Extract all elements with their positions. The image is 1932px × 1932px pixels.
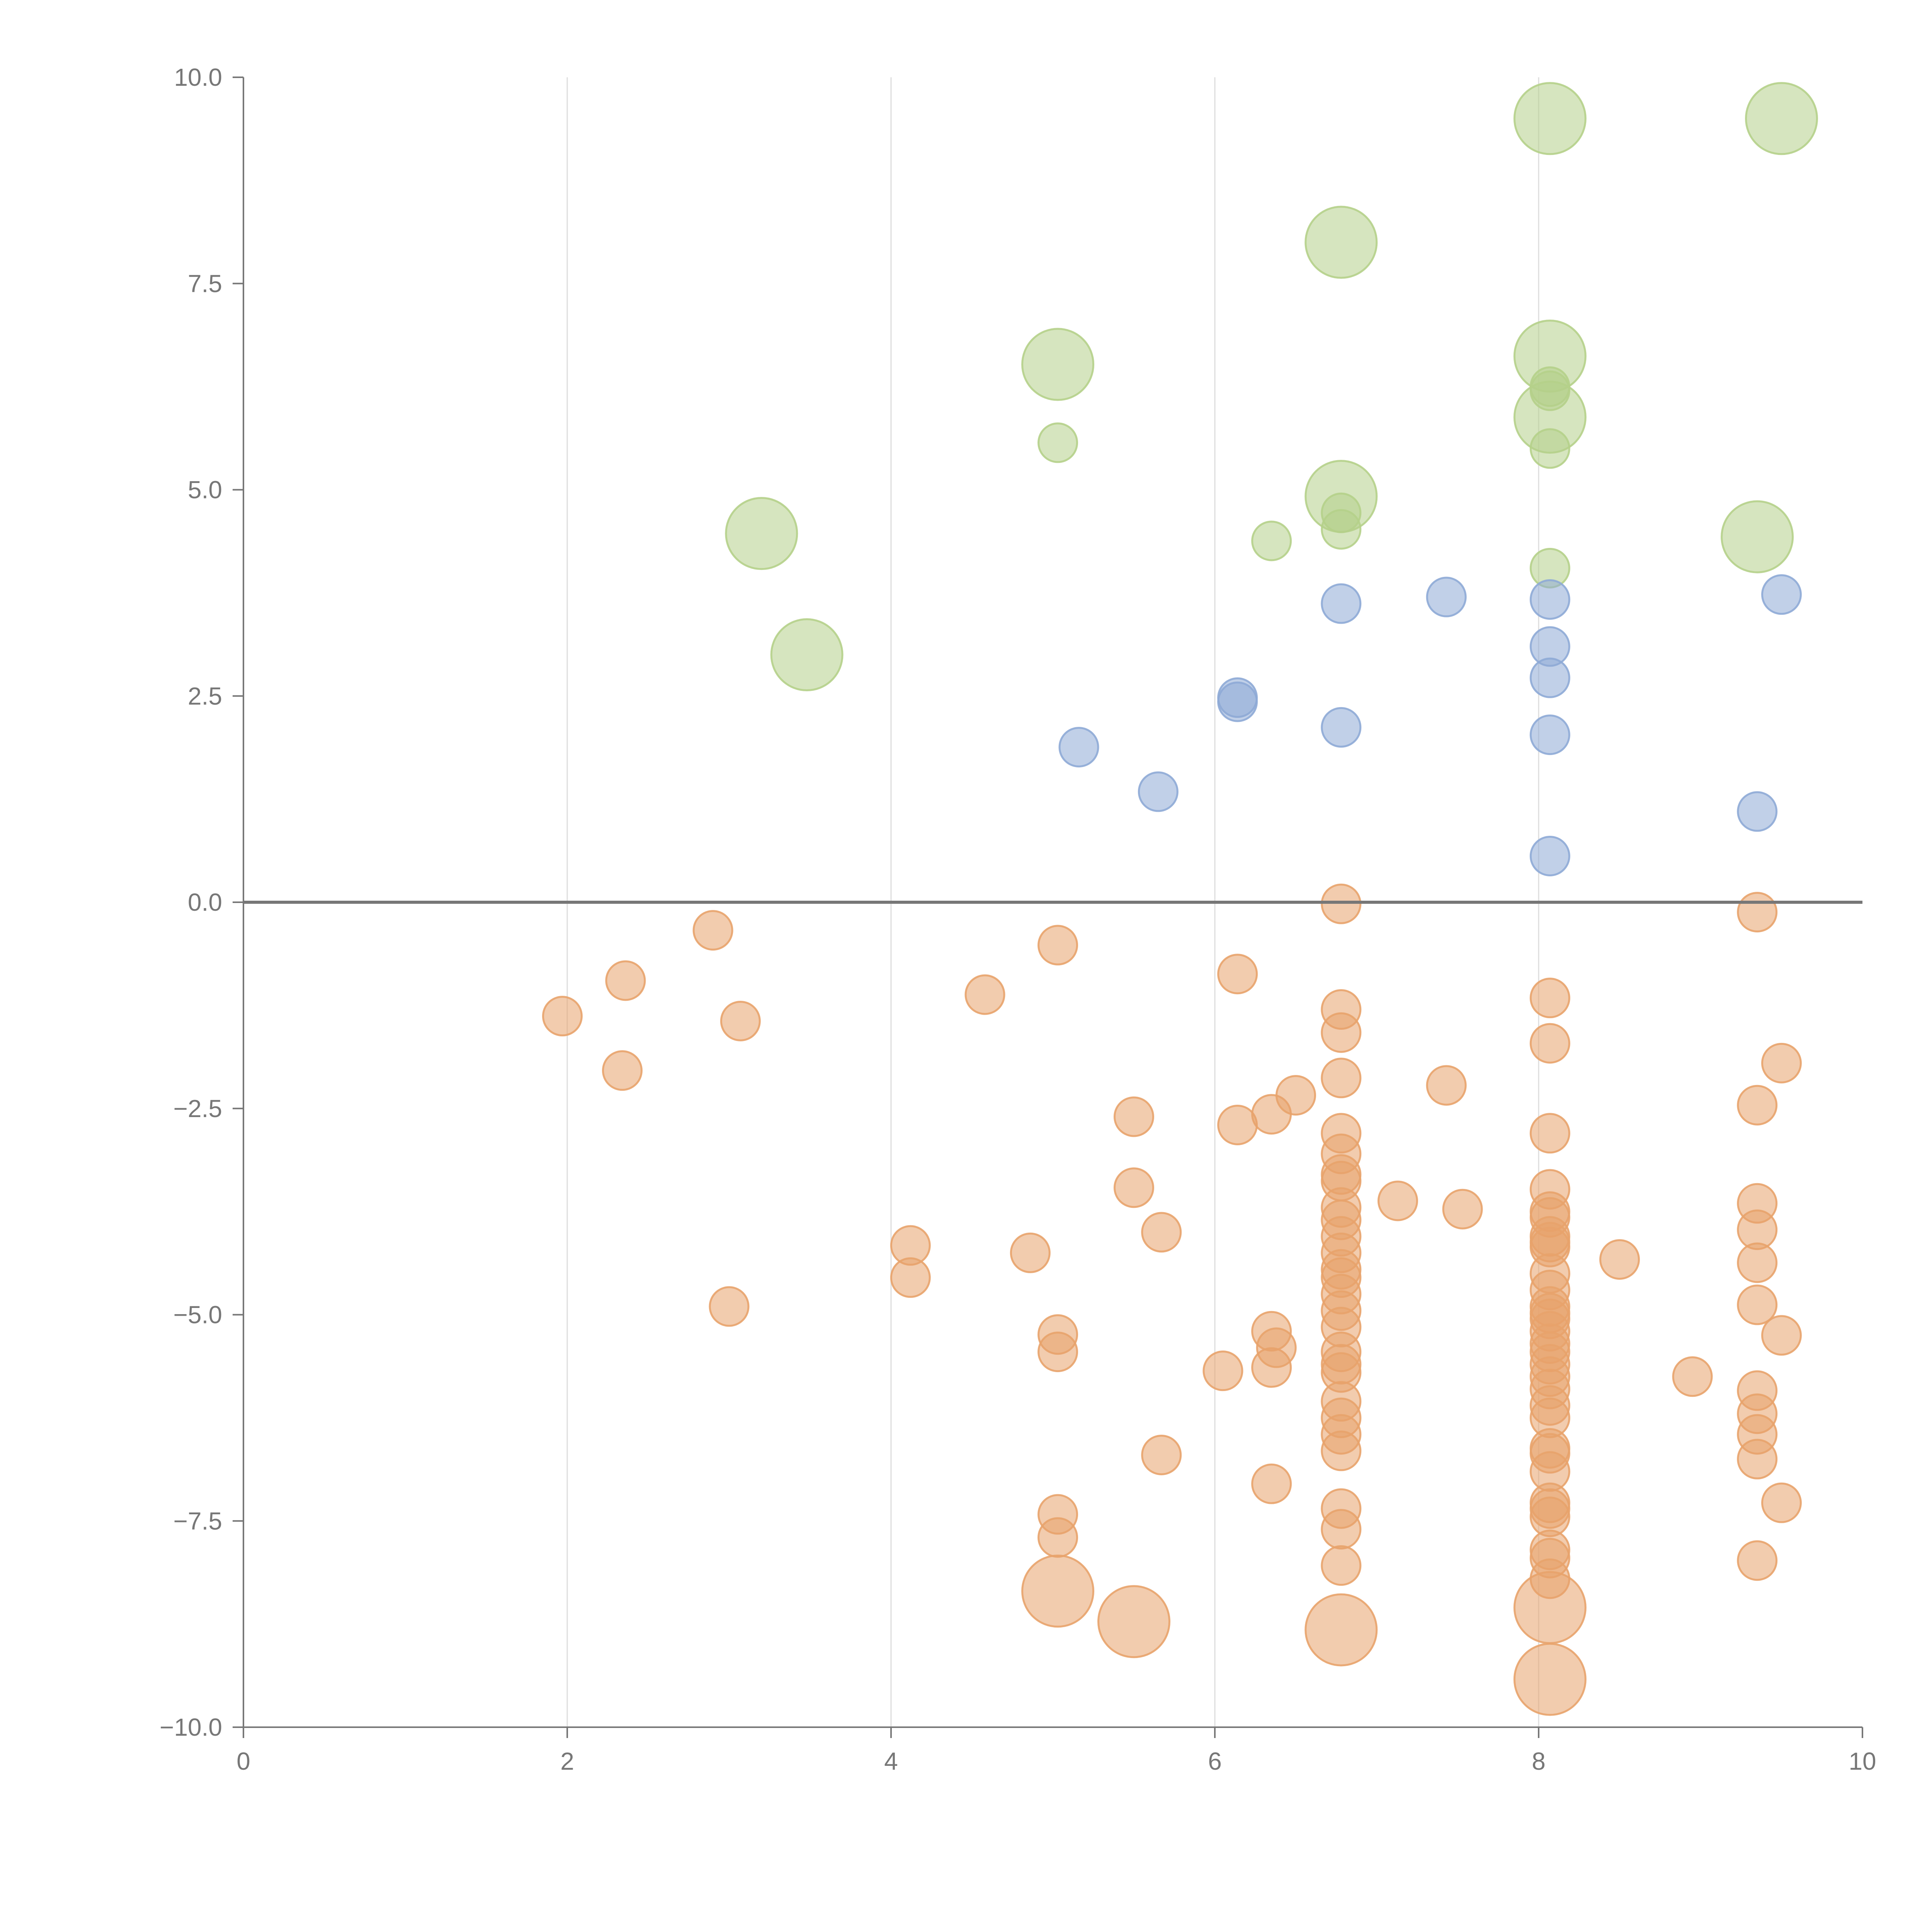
point-green-4 <box>1251 520 1292 561</box>
point-blue-10 <box>1529 714 1570 755</box>
point-orange-92 <box>1513 1571 1587 1644</box>
y-tick-label: 2.5 <box>188 682 222 710</box>
x-tick-label: 4 <box>884 1747 898 1775</box>
point-orange-17 <box>1114 1167 1154 1208</box>
point-orange-0 <box>542 996 583 1037</box>
x-tick-label: 0 <box>236 1747 250 1775</box>
point-orange-100 <box>1737 1242 1778 1283</box>
point-orange-109 <box>1761 1482 1802 1523</box>
point-orange-33 <box>1321 1058 1362 1099</box>
tick-labels: 10.0 7.5 5.0 2.5 0.0 −2.5 −5.0 −7.5 −10.0 0 2 4 6 8 10 <box>160 63 1876 1775</box>
point-green-2 <box>1021 328 1095 401</box>
point-green-1 <box>770 618 844 691</box>
point-orange-9 <box>1010 1232 1051 1273</box>
y-tick-label: 7.5 <box>188 270 222 298</box>
point-orange-10 <box>1037 925 1078 966</box>
point-orange-61 <box>1529 978 1570 1019</box>
point-orange-18 <box>1097 1585 1170 1658</box>
x-tick-label: 8 <box>1532 1747 1546 1775</box>
point-orange-96 <box>1737 892 1778 933</box>
point-orange-15 <box>1021 1554 1095 1628</box>
y-tick-label: 5.0 <box>188 476 222 504</box>
point-blue-7 <box>1529 579 1570 620</box>
x-tick-label: 6 <box>1208 1747 1222 1775</box>
point-orange-95 <box>1672 1356 1713 1397</box>
point-blue-11 <box>1529 835 1570 876</box>
point-blue-1 <box>1138 771 1179 812</box>
point-orange-20 <box>1141 1434 1182 1475</box>
x-tick-label: 10 <box>1849 1747 1876 1775</box>
y-tick-label: −10.0 <box>160 1713 222 1741</box>
point-orange-30 <box>1321 883 1362 924</box>
point-orange-93 <box>1513 1643 1587 1716</box>
point-orange-57 <box>1304 1593 1378 1667</box>
point-orange-14 <box>1037 1517 1078 1558</box>
point-orange-5 <box>720 1000 761 1041</box>
point-orange-58 <box>1377 1180 1418 1221</box>
point-orange-22 <box>1217 954 1258 995</box>
data-points <box>542 82 1818 1716</box>
point-orange-55 <box>1321 1509 1362 1550</box>
point-orange-8 <box>964 974 1005 1015</box>
point-blue-0 <box>1058 727 1099 768</box>
point-orange-3 <box>692 910 733 951</box>
point-green-9 <box>1513 82 1587 155</box>
point-orange-29 <box>1276 1075 1316 1116</box>
point-green-3 <box>1037 422 1078 463</box>
point-orange-27 <box>1251 1463 1292 1504</box>
y-tick-label: −7.5 <box>173 1507 222 1535</box>
point-orange-16 <box>1114 1096 1154 1137</box>
axes <box>243 77 1862 1728</box>
point-orange-1 <box>602 1050 643 1091</box>
point-orange-19 <box>1141 1212 1182 1253</box>
point-blue-9 <box>1529 657 1570 698</box>
point-orange-2 <box>605 960 646 1001</box>
point-orange-106 <box>1737 1540 1778 1581</box>
point-orange-94 <box>1599 1239 1640 1280</box>
point-orange-105 <box>1737 1439 1778 1480</box>
point-green-5 <box>1304 206 1378 279</box>
x-tick-label: 2 <box>560 1747 574 1775</box>
point-green-17 <box>1745 82 1818 155</box>
point-blue-12 <box>1737 791 1778 832</box>
y-tick-label: −2.5 <box>173 1095 222 1122</box>
point-green-0 <box>725 497 798 570</box>
point-blue-5 <box>1321 707 1362 748</box>
point-orange-62 <box>1529 1023 1570 1064</box>
point-orange-101 <box>1737 1284 1778 1325</box>
point-blue-13 <box>1761 574 1802 615</box>
point-orange-7 <box>890 1257 931 1298</box>
point-orange-28 <box>1256 1327 1297 1368</box>
y-tick-label: −5.0 <box>173 1301 222 1329</box>
point-orange-32 <box>1321 1012 1362 1053</box>
point-blue-3 <box>1217 681 1258 722</box>
point-orange-107 <box>1761 1043 1802 1083</box>
point-orange-97 <box>1737 1085 1778 1126</box>
point-green-8 <box>1321 509 1362 550</box>
point-orange-63 <box>1529 1113 1570 1154</box>
y-tick-label: 0.0 <box>188 888 222 916</box>
point-orange-21 <box>1202 1350 1243 1391</box>
point-orange-12 <box>1037 1332 1078 1372</box>
point-green-16 <box>1721 500 1794 573</box>
point-blue-4 <box>1321 583 1362 624</box>
point-orange-59 <box>1426 1065 1467 1106</box>
point-orange-56 <box>1321 1545 1362 1586</box>
point-blue-6 <box>1426 577 1467 617</box>
point-orange-60 <box>1442 1189 1483 1230</box>
point-green-14 <box>1529 428 1570 469</box>
point-orange-4 <box>709 1286 750 1327</box>
point-orange-23 <box>1217 1104 1258 1145</box>
y-tick-label: 10.0 <box>174 63 222 91</box>
point-orange-53 <box>1321 1430 1362 1471</box>
point-orange-108 <box>1761 1315 1802 1356</box>
